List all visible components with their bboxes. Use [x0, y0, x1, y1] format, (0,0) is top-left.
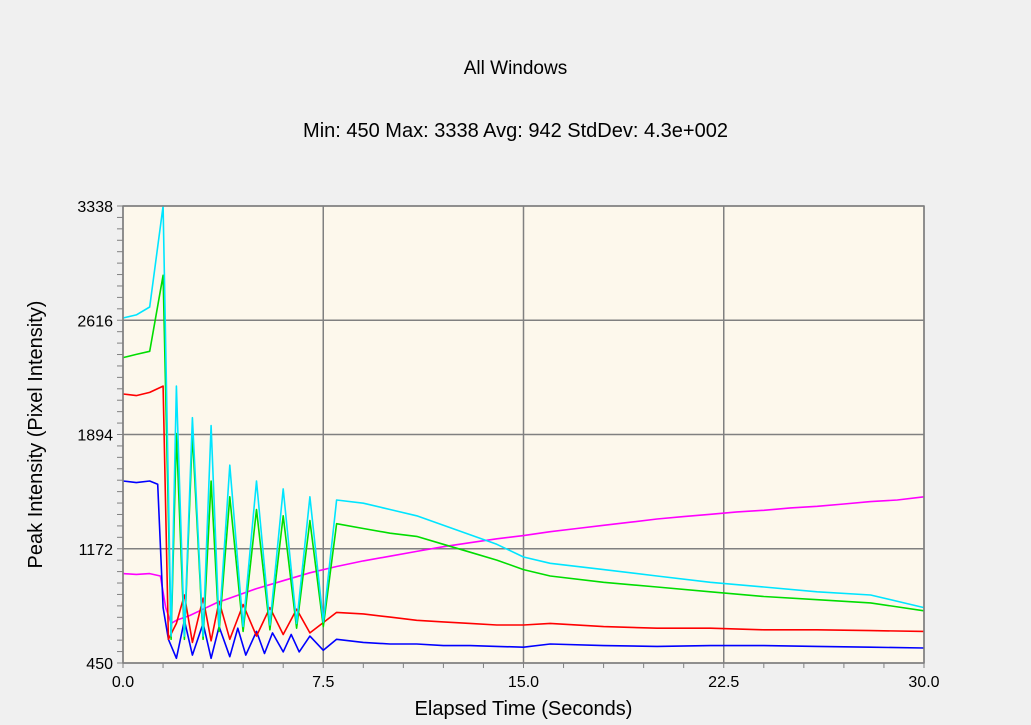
series-line-1 — [122, 480, 925, 660]
x-tick-label: 15.0 — [508, 674, 539, 691]
y-tick-label: 1894 — [77, 428, 113, 445]
x-tick-label: 22.5 — [708, 674, 739, 691]
y-tick-label: 3338 — [77, 199, 113, 216]
chart-subtitle: Min: 450 Max: 3338 Avg: 942 StdDev: 4.3e… — [303, 120, 728, 142]
series-line-0 — [122, 496, 925, 625]
axis-ticks: 0.0 7.5 15.0 22.5 30.0 450 1172 1894 2616 3338 — [77, 199, 939, 691]
y-tick-label: 1172 — [79, 542, 114, 559]
y-tick-label: 2616 — [77, 313, 113, 330]
x-tick-label: 0.0 — [112, 674, 134, 691]
chart-title: All Windows — [463, 58, 568, 79]
x-tick-label: 7.5 — [312, 674, 334, 691]
series-line-4 — [122, 205, 925, 637]
y-axis-label: Peak Intensity (Pixel Intensity) — [25, 301, 47, 569]
x-axis-label: Elapsed Time (Seconds) — [415, 698, 633, 720]
y-tick-label: 450 — [86, 656, 113, 673]
series-group — [122, 205, 925, 660]
plot-border — [122, 205, 925, 664]
x-tick-label: 30.0 — [908, 674, 939, 691]
series-line-2 — [122, 385, 925, 644]
